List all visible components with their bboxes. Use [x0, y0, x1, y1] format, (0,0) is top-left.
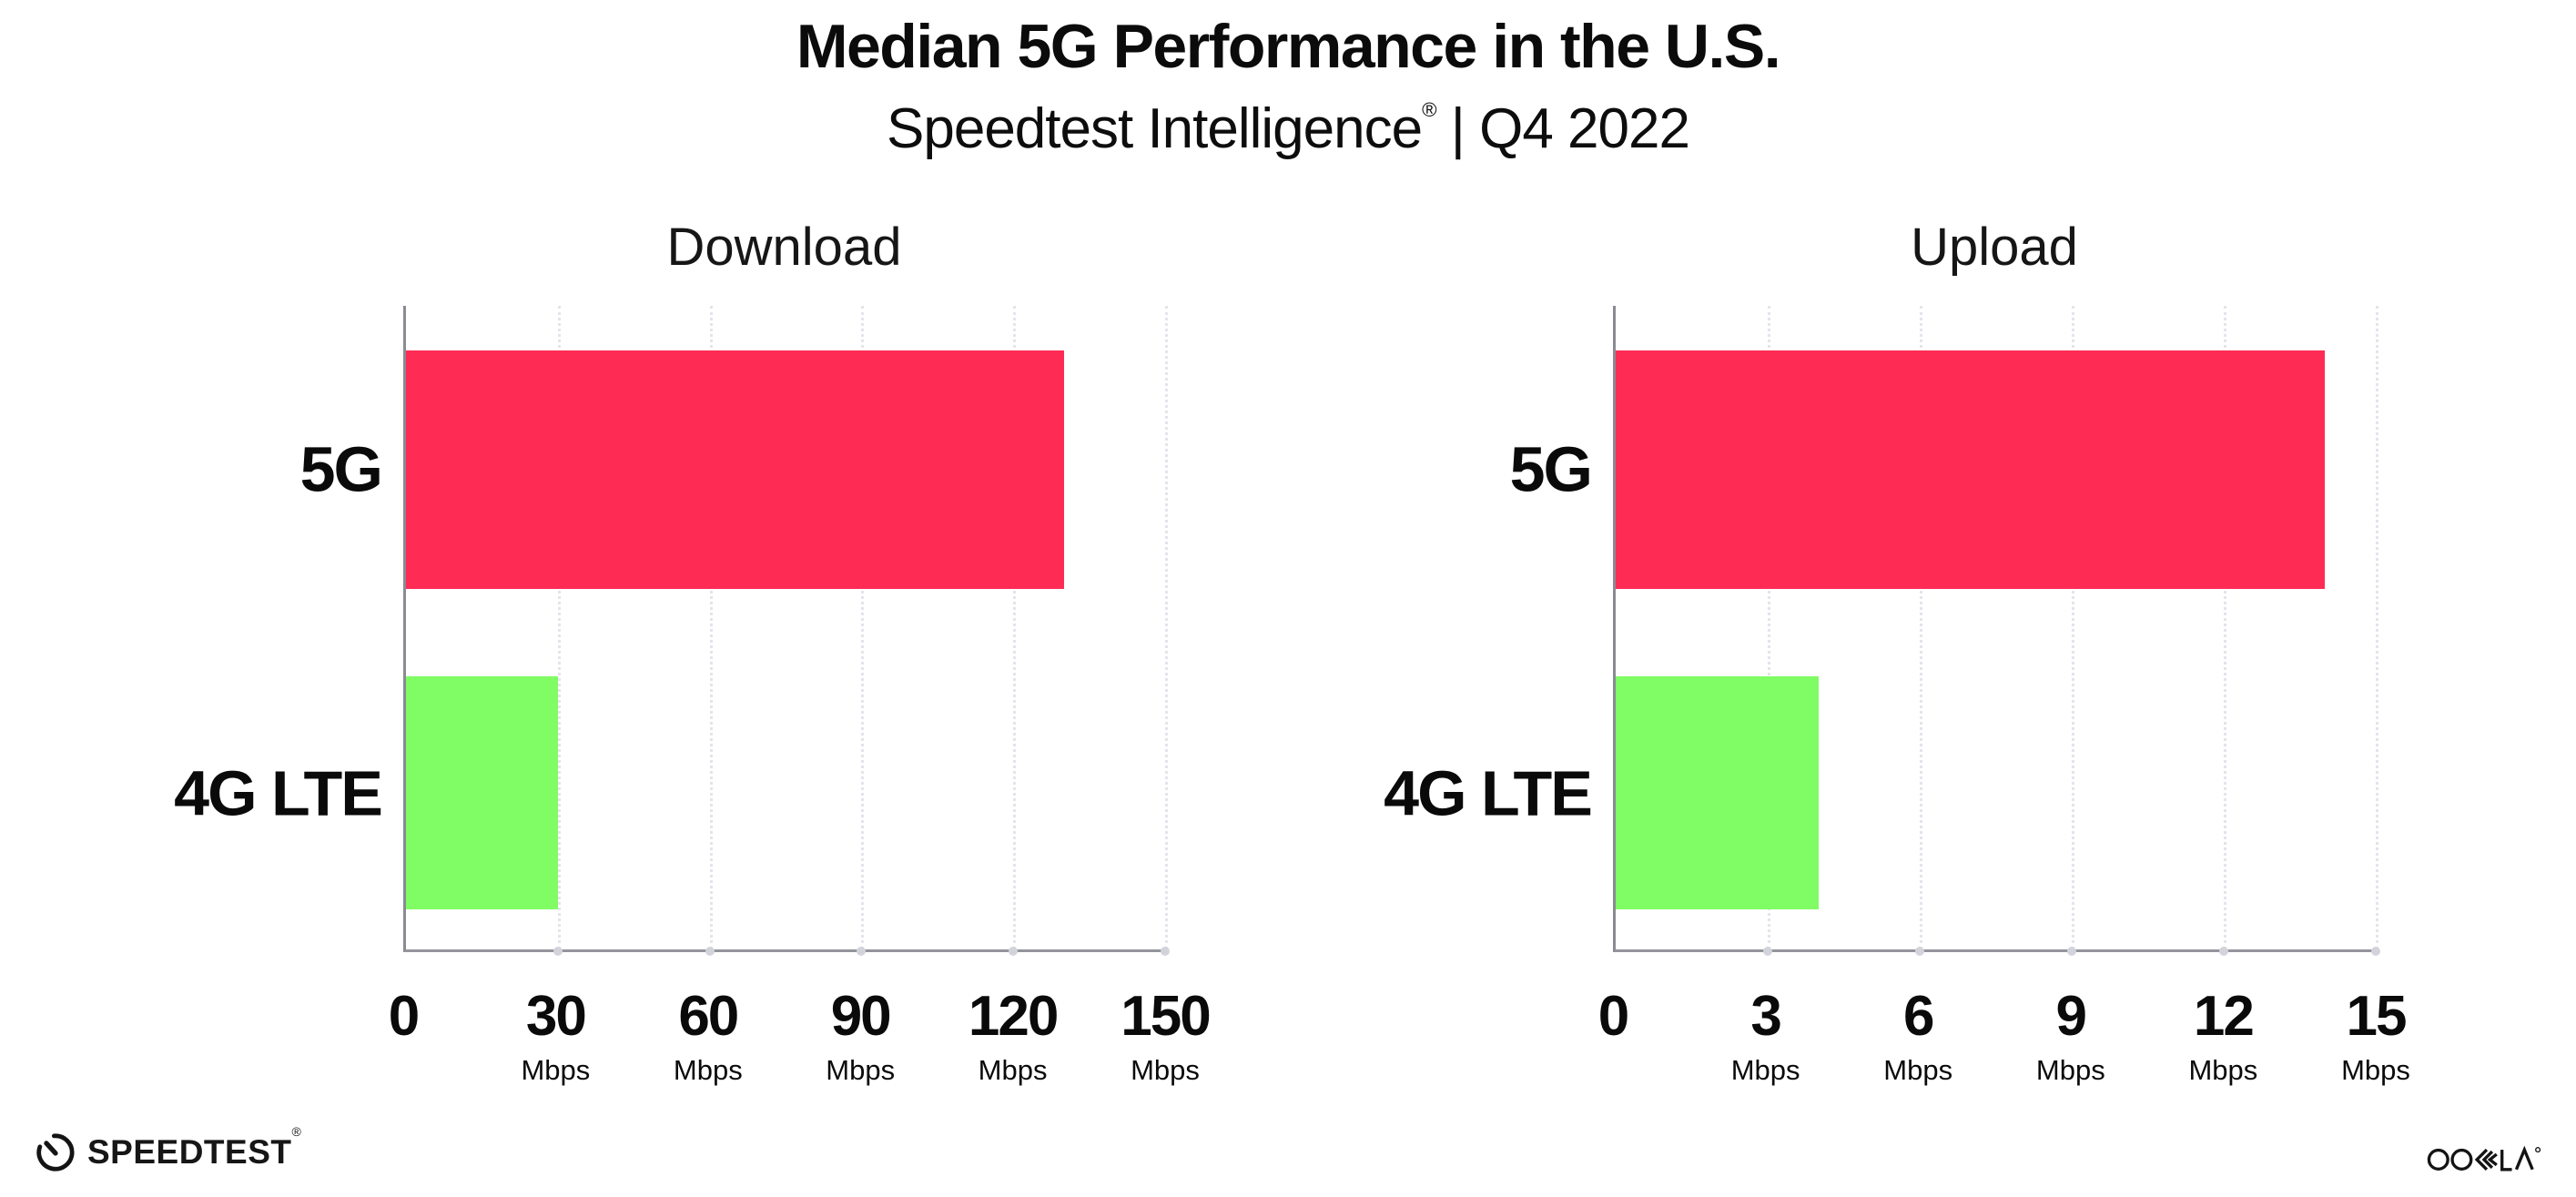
- tick-unit: Mbps: [1883, 1054, 1953, 1086]
- tick-unit: Mbps: [521, 1054, 591, 1086]
- category-label-5g-upload: 5G: [1509, 433, 1593, 505]
- bar-5g-upload: [1616, 350, 2326, 590]
- tick-unit: Mbps: [826, 1054, 896, 1086]
- gridline-download-120: [1013, 306, 1017, 949]
- tick-label-download-30: 30 Mbps: [521, 985, 591, 1086]
- tick-value: 6: [1902, 985, 1934, 1048]
- axis-tick-dot: [705, 947, 715, 956]
- subtitle-period: | Q4 2022: [1435, 97, 1690, 160]
- category-label-4g-lte-download: 4G LTE: [174, 757, 383, 829]
- tick-value: 12: [2193, 985, 2255, 1048]
- chart-title-download: Download: [666, 218, 902, 277]
- tick-value: 0: [1597, 985, 1630, 1048]
- tick-label-upload-6: 6 Mbps: [1883, 985, 1953, 1086]
- tick-unit: Mbps: [1131, 1054, 1200, 1086]
- speedtest-wordmark: SPEEDTEST®: [87, 1124, 302, 1171]
- ookla-wordmark: [2427, 1145, 2541, 1172]
- tick-unit: Mbps: [2035, 1054, 2105, 1086]
- axis-tick-dot: [1009, 947, 1019, 956]
- header: Median 5G Performance in the U.S. Speedt…: [0, 0, 2576, 161]
- tick-label-download-60: 60 Mbps: [673, 985, 743, 1086]
- bar-4g-lte-download: [406, 675, 558, 910]
- axis-tick-dot: [2067, 947, 2076, 956]
- speedtest-gauge-icon: [36, 1133, 75, 1172]
- tick-value: 15: [2346, 985, 2408, 1048]
- chart-title-upload: Upload: [1911, 218, 2078, 277]
- tick-value: 0: [388, 985, 421, 1048]
- tick-label-download-90: 90 Mbps: [826, 985, 896, 1086]
- plot-area-download: [403, 306, 1170, 956]
- gridline-download-90: [861, 306, 865, 949]
- axis-tick-dot: [1161, 947, 1170, 956]
- gridline-upload-3: [1768, 306, 1770, 949]
- tick-value: 150: [1121, 985, 1211, 1048]
- tick-label-download-0: 0: [388, 985, 421, 1048]
- bar-5g-download: [406, 350, 1064, 590]
- tick-label-upload-0: 0: [1597, 985, 1630, 1048]
- gridline-download-60: [709, 306, 713, 949]
- tick-value: 9: [2055, 985, 2087, 1048]
- subtitle-brand: Speedtest Intelligence: [887, 97, 1423, 160]
- bar-4g-lte-upload: [1616, 675, 1819, 910]
- tick-value: 30: [525, 985, 587, 1048]
- axis-tick-dot: [553, 947, 563, 956]
- tick-value: 90: [830, 985, 892, 1048]
- category-label-5g-download: 5G: [299, 433, 383, 505]
- page-title: Median 5G Performance in the U.S.: [796, 12, 1781, 81]
- gridline-upload-12: [2224, 306, 2226, 949]
- page-subtitle: Speedtest Intelligence® | Q4 2022: [0, 96, 2576, 161]
- tick-unit: Mbps: [978, 1054, 1048, 1086]
- gridline-download-30: [557, 306, 561, 949]
- axis-tick-dot: [857, 947, 867, 956]
- tick-label-download-150: 150 Mbps: [1121, 985, 1211, 1086]
- tick-unit: Mbps: [2188, 1054, 2258, 1086]
- axis-tick-dot: [2371, 947, 2380, 956]
- tick-unit: Mbps: [1730, 1054, 1800, 1086]
- axis-tick-dot: [1915, 947, 1924, 956]
- tick-label-upload-12: 12 Mbps: [2188, 985, 2258, 1086]
- speedtest-trademark: ®: [291, 1124, 302, 1139]
- tick-unit: Mbps: [673, 1054, 743, 1086]
- gridline-upload-6: [1920, 306, 1922, 949]
- speedtest-logo: SPEEDTEST®: [35, 1124, 302, 1173]
- plot-area-upload: [1613, 306, 2380, 956]
- axis-tick-dot: [1763, 947, 1772, 956]
- gridline-upload-15: [2376, 306, 2378, 949]
- category-label-4g-lte-upload: 4G LTE: [1384, 757, 1593, 829]
- axis-tick-dot: [2219, 947, 2228, 956]
- ookla-logo: OOKLA: [2427, 1136, 2543, 1181]
- gridline-download-150: [1165, 306, 1168, 949]
- tick-label-upload-9: 9 Mbps: [2035, 985, 2105, 1086]
- tick-value: 120: [968, 985, 1059, 1048]
- tick-value: 60: [678, 985, 739, 1048]
- registered-mark: ®: [1422, 98, 1436, 121]
- gridline-upload-9: [2072, 306, 2074, 949]
- tick-label-upload-3: 3 Mbps: [1730, 985, 1800, 1086]
- tick-label-upload-15: 15 Mbps: [2341, 985, 2410, 1086]
- tick-unit: Mbps: [2341, 1054, 2410, 1086]
- tick-value: 3: [1750, 985, 1781, 1048]
- tick-label-download-120: 120 Mbps: [968, 985, 1059, 1086]
